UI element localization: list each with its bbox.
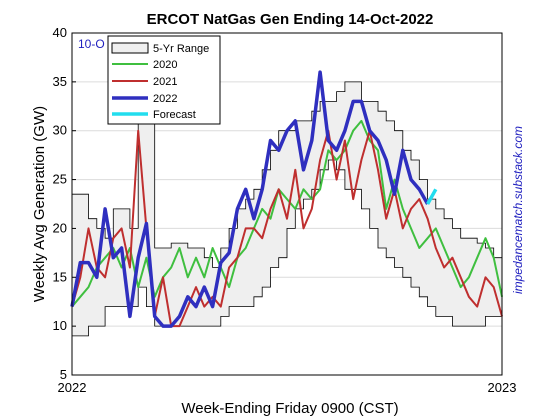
y-axis-label: Weekly Avg Generation (GW): [31, 106, 48, 302]
x-tick-label-2022: 2022: [58, 380, 87, 395]
legend-label-range: 5-Yr Range: [153, 43, 209, 55]
y-tick-label-15: 15: [53, 269, 67, 284]
y-tick-label-5: 5: [60, 367, 67, 382]
y-tick-label-20: 20: [53, 220, 67, 235]
legend-label-forecast: Forecast: [153, 109, 196, 121]
date-tag: 10-O: [78, 37, 105, 51]
x-axis-label: Week-Ending Friday 0900 (CST): [181, 400, 398, 417]
series-line-2021: [71, 129, 503, 328]
x-tick-label-2023: 2023: [488, 380, 517, 395]
y-axis-ticks: 5 10 15 20 25 30 35 40: [53, 25, 76, 382]
watermark-text: impedancematch.substack.com: [511, 126, 525, 294]
legend-label-2022: 2022: [153, 93, 177, 105]
series-line-forecast: [426, 188, 438, 205]
series-line-2022: [70, 70, 430, 328]
legend: 5-Yr Range 2020 2021 2022 Forecast: [107, 35, 221, 125]
plot-frame: [71, 32, 503, 376]
legend-label-2021: 2021: [153, 76, 177, 88]
legend-swatch-range: [111, 42, 149, 54]
y-tick-label-30: 30: [53, 123, 67, 138]
legend-label-2020: 2020: [153, 59, 177, 71]
series-layer: [70, 70, 503, 328]
x-axis-ticks: 2022 2023: [58, 380, 517, 395]
chart-title: ERCOT NatGas Gen Ending 14-Oct-2022: [147, 11, 434, 28]
y-tick-label-10: 10: [53, 318, 67, 333]
series-line-2020: [71, 119, 503, 308]
y-tick-label-40: 40: [53, 25, 67, 40]
y-tick-label-35: 35: [53, 74, 67, 89]
y-tick-label-25: 25: [53, 172, 67, 187]
